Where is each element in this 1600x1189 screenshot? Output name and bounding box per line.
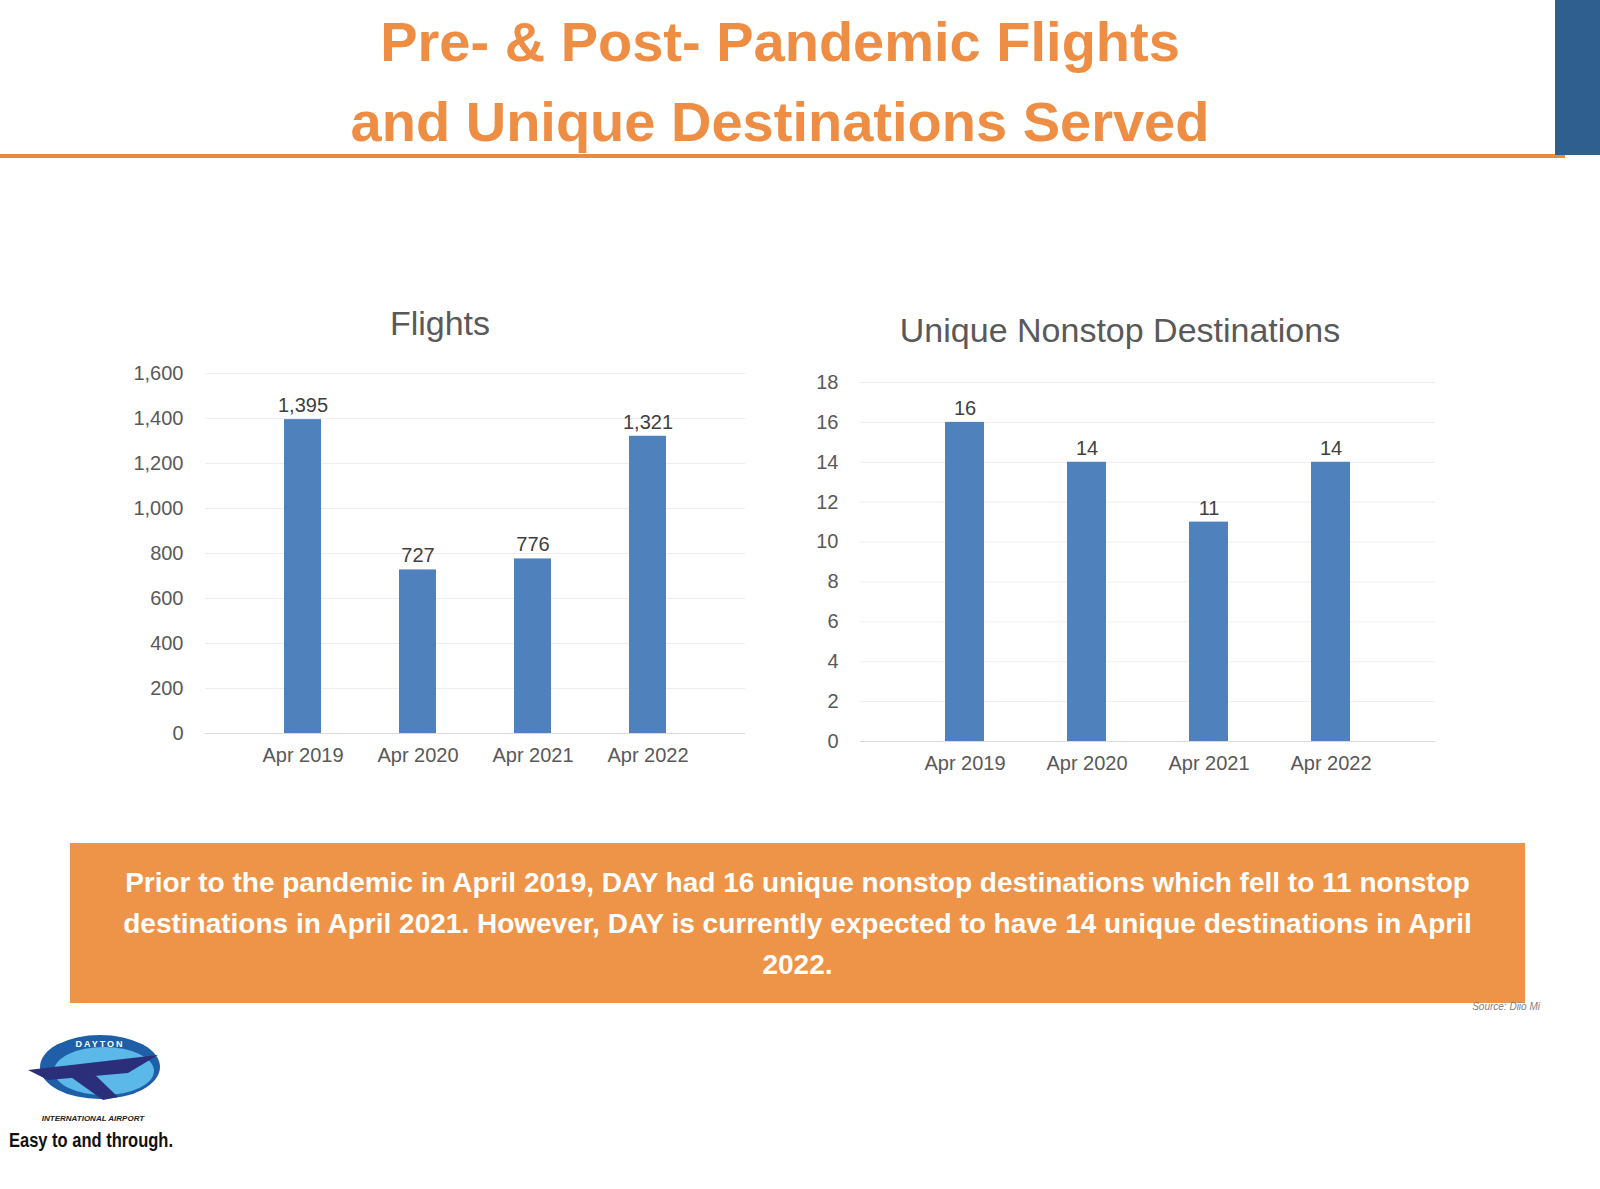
svg-text:Apr 2022: Apr 2022: [1290, 752, 1371, 774]
svg-text:400: 400: [150, 632, 183, 654]
svg-text:600: 600: [150, 587, 183, 609]
svg-text:16: 16: [954, 397, 976, 419]
html-text:Prior to the pandemic in April: Prior to the pandemic in April 2019, DAY…: [123, 866, 1472, 980]
svg-text:Apr 2022: Apr 2022: [607, 744, 688, 766]
svg-text:1,000: 1,000: [133, 497, 183, 519]
html-text:Unique Nonstop Destinations: Unique Nonstop Destinations: [899, 311, 1341, 349]
svg-text:Easy to and through.: Easy to and through.: [9, 1129, 173, 1151]
svg-text:Apr 2020: Apr 2020: [377, 744, 458, 766]
svg-text:800: 800: [150, 542, 183, 564]
svg-text:4: 4: [827, 650, 838, 672]
svg-text:Apr 2019: Apr 2019: [262, 744, 343, 766]
svg-text:0: 0: [827, 730, 838, 752]
svg-text:0: 0: [172, 722, 183, 744]
svg-text:8: 8: [827, 570, 838, 592]
svg-text:14: 14: [816, 451, 838, 473]
html-text:Flights: Flights: [389, 304, 491, 342]
svg-text:Apr 2021: Apr 2021: [492, 744, 573, 766]
svg-text:Apr 2019: Apr 2019: [924, 752, 1005, 774]
svg-text:1,200: 1,200: [133, 452, 183, 474]
svg-text:200: 200: [150, 677, 183, 699]
svg-text:2: 2: [827, 690, 838, 712]
svg-text:DAYTON: DAYTON: [75, 1039, 124, 1049]
svg-text:14: 14: [1076, 437, 1098, 459]
html-text:and Unique Destinations Served: and Unique Destinations Served: [350, 90, 1210, 153]
html-text:Source: Diio Mi: Source: Diio Mi: [1472, 1001, 1540, 1012]
svg-text:14: 14: [1320, 437, 1342, 459]
svg-text:Apr 2021: Apr 2021: [1168, 752, 1249, 774]
svg-text:10: 10: [816, 530, 838, 552]
svg-text:18: 18: [816, 371, 838, 393]
svg-text:727: 727: [401, 544, 434, 566]
html-text:Pre- & Post- Pandemic Flights: Pre- & Post- Pandemic Flights: [380, 10, 1180, 73]
svg-text:1,600: 1,600: [133, 362, 183, 384]
svg-text:6: 6: [827, 610, 838, 632]
svg-text:12: 12: [816, 491, 838, 513]
svg-text:INTERNATIONAL AIRPORT: INTERNATIONAL AIRPORT: [42, 1114, 145, 1123]
svg-text:11: 11: [1199, 497, 1220, 519]
svg-text:776: 776: [516, 533, 549, 555]
svg-text:1,400: 1,400: [133, 407, 183, 429]
svg-text:1,395: 1,395: [278, 394, 328, 416]
svg-text:16: 16: [816, 411, 838, 433]
svg-text:1,321: 1,321: [623, 411, 673, 433]
svg-text:Apr 2020: Apr 2020: [1046, 752, 1127, 774]
